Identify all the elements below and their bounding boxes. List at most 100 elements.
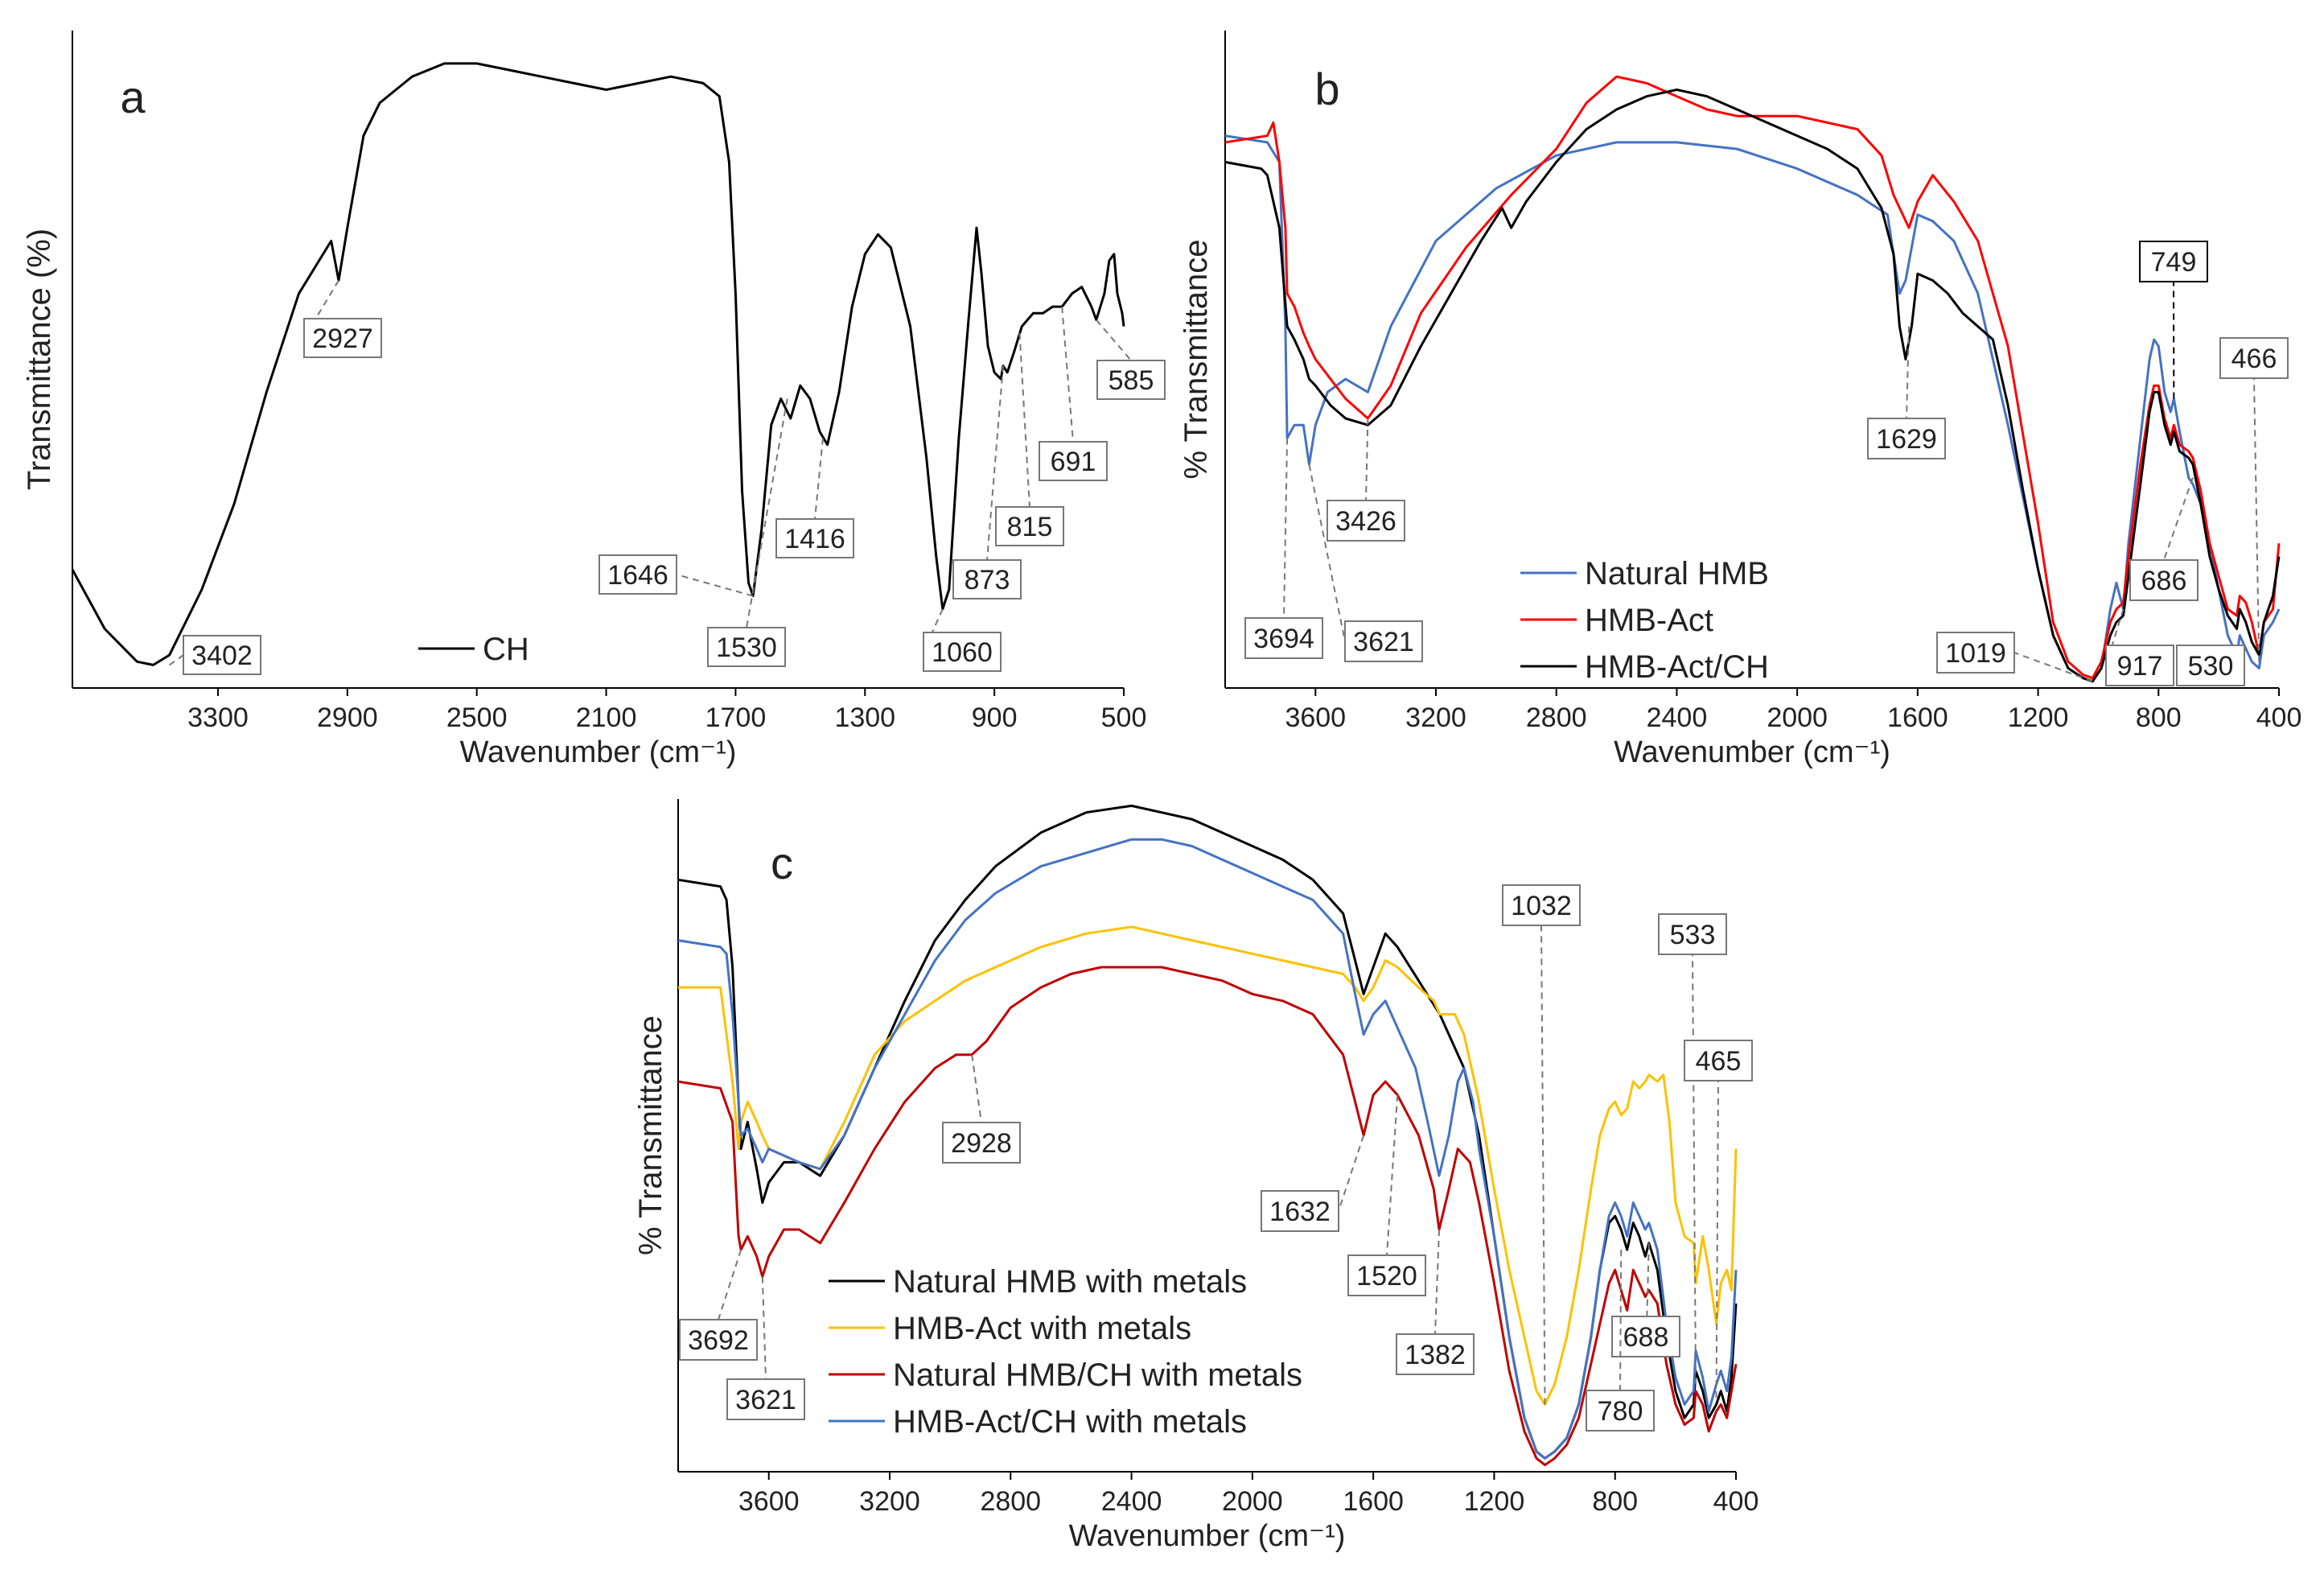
callout-leader — [1338, 1135, 1365, 1212]
peak-label: 873 — [965, 565, 1010, 595]
x-tick-label: 2400 — [1101, 1486, 1162, 1517]
callout-box — [942, 1122, 1021, 1164]
series-line-natural-hmb-with-metals — [677, 804, 1738, 1460]
peak-label: 1032 — [1511, 891, 1572, 921]
callout-leader — [1434, 1230, 1441, 1335]
peak-label: 3694 — [1253, 624, 1314, 654]
callout-box — [1344, 620, 1423, 662]
callout-leader — [1096, 319, 1132, 361]
callout-leader — [761, 1276, 767, 1380]
peak-label: 533 — [1670, 920, 1716, 950]
callout-leader — [1906, 326, 1911, 419]
callout-leader — [814, 438, 824, 520]
series-line-hmb-act — [1224, 75, 2281, 680]
peak-label: 3692 — [688, 1325, 749, 1356]
peak-label: 1629 — [1876, 424, 1937, 455]
series-line-hmb-act-with-metals — [678, 925, 1738, 1406]
x-tick-label: 900 — [972, 702, 1018, 733]
callout-leader — [1715, 1080, 1719, 1399]
callout-leader — [1692, 954, 1697, 1385]
callout-leader — [676, 574, 754, 597]
callout-box — [1936, 632, 2015, 674]
x-tick-label: 1700 — [705, 702, 767, 733]
panel-label: b — [1314, 64, 1339, 114]
peak-label: 1382 — [1405, 1340, 1466, 1370]
peak-label: 917 — [2117, 651, 2163, 682]
callout-box — [1658, 913, 1727, 955]
peak-label: 1060 — [932, 637, 993, 668]
peak-label: 1646 — [607, 560, 668, 591]
x-tick-label: 2900 — [317, 702, 378, 733]
callout-box — [707, 627, 786, 667]
x-tick-label: 500 — [1101, 702, 1147, 733]
callout-box — [1586, 1390, 1655, 1432]
legend-entry: Natural HMB — [1585, 556, 1769, 591]
x-tick-label: 2500 — [446, 702, 508, 733]
callout-box — [1327, 500, 1405, 542]
callout-box — [598, 554, 677, 595]
x-tick-label: 400 — [2256, 702, 2302, 733]
x-tick-label: 3600 — [1285, 702, 1346, 733]
legend-entry: HMB-Act/CH with metals — [893, 1404, 1247, 1440]
peak-label: 465 — [1696, 1046, 1742, 1077]
callout-box — [2129, 559, 2199, 601]
peak-label: 686 — [2141, 566, 2187, 596]
callout-leader — [2163, 477, 2194, 561]
x-tick-label: 3600 — [738, 1486, 800, 1517]
series-line-natural-hmb — [1224, 134, 2281, 683]
x-axis-title: Wavenumber (cm⁻¹) — [460, 735, 737, 769]
callout-box — [775, 518, 854, 558]
panel-label: c — [771, 838, 793, 888]
callout-leader — [986, 365, 1004, 561]
callout-box — [923, 632, 1002, 672]
legend-entry: CH — [483, 632, 529, 667]
peak-label: 691 — [1051, 447, 1096, 477]
peak-label: 749 — [2151, 247, 2197, 278]
peak-label: 1520 — [1356, 1261, 1417, 1291]
x-tick-label: 800 — [2136, 702, 2182, 733]
x-tick-label: 2800 — [980, 1486, 1041, 1517]
callout-leader — [718, 1249, 742, 1320]
peak-label: 3402 — [191, 641, 253, 671]
peak-label: 780 — [1598, 1396, 1643, 1427]
x-tick-label: 400 — [1713, 1486, 1759, 1517]
callout-box — [995, 506, 1064, 546]
x-tick-label: 2400 — [1647, 702, 1708, 733]
x-tick-label: 2000 — [1222, 1486, 1283, 1517]
callout-box — [1244, 617, 1323, 659]
callout-box — [1684, 1040, 1753, 1081]
y-axis-title: % Transmittance — [1178, 240, 1214, 480]
callout-box — [2139, 241, 2208, 282]
peak-label: 1019 — [1945, 638, 2006, 669]
callout-box — [1502, 884, 1581, 926]
x-tick-label: 2000 — [1767, 702, 1828, 733]
callout-leader — [1018, 332, 1030, 508]
peak-label: 1530 — [716, 632, 777, 663]
callout-box — [1039, 441, 1108, 481]
callout-box — [952, 559, 1022, 599]
series-line-hmb-act-ch — [1224, 89, 2281, 683]
callout-leader — [971, 1054, 982, 1123]
peak-label: 1632 — [1269, 1197, 1331, 1227]
callout-box — [1611, 1316, 1680, 1357]
series-line-hmb-act-ch-with-metals — [677, 838, 1738, 1460]
panel-c: 3600 3200 2800 2400 2000 1600 1200 800 400 c Waven… — [633, 799, 1758, 1553]
callout-leader — [1308, 464, 1346, 642]
peak-label: 688 — [1623, 1322, 1669, 1353]
callout-box — [1096, 360, 1166, 400]
callout-box — [2105, 645, 2174, 686]
callout-box — [2219, 337, 2289, 379]
y-axis-title: Transmittance (%) — [22, 229, 57, 490]
series-line-natural-hmb-ch-with-metals — [677, 966, 1738, 1467]
legend-entry: HMB-Act with metals — [893, 1311, 1191, 1346]
peak-label: 3621 — [1353, 627, 1414, 657]
callout-leader — [1619, 1250, 1623, 1391]
peak-label: 2927 — [312, 323, 373, 354]
callout-box — [679, 1319, 758, 1361]
x-tick-label: 1600 — [1887, 702, 1948, 733]
y-axis-title: % Transmittance — [633, 1015, 668, 1255]
peak-label: 815 — [1007, 512, 1053, 542]
peak-label: 3621 — [735, 1385, 796, 1415]
legend-entry: HMB-Act/CH — [1585, 649, 1769, 685]
